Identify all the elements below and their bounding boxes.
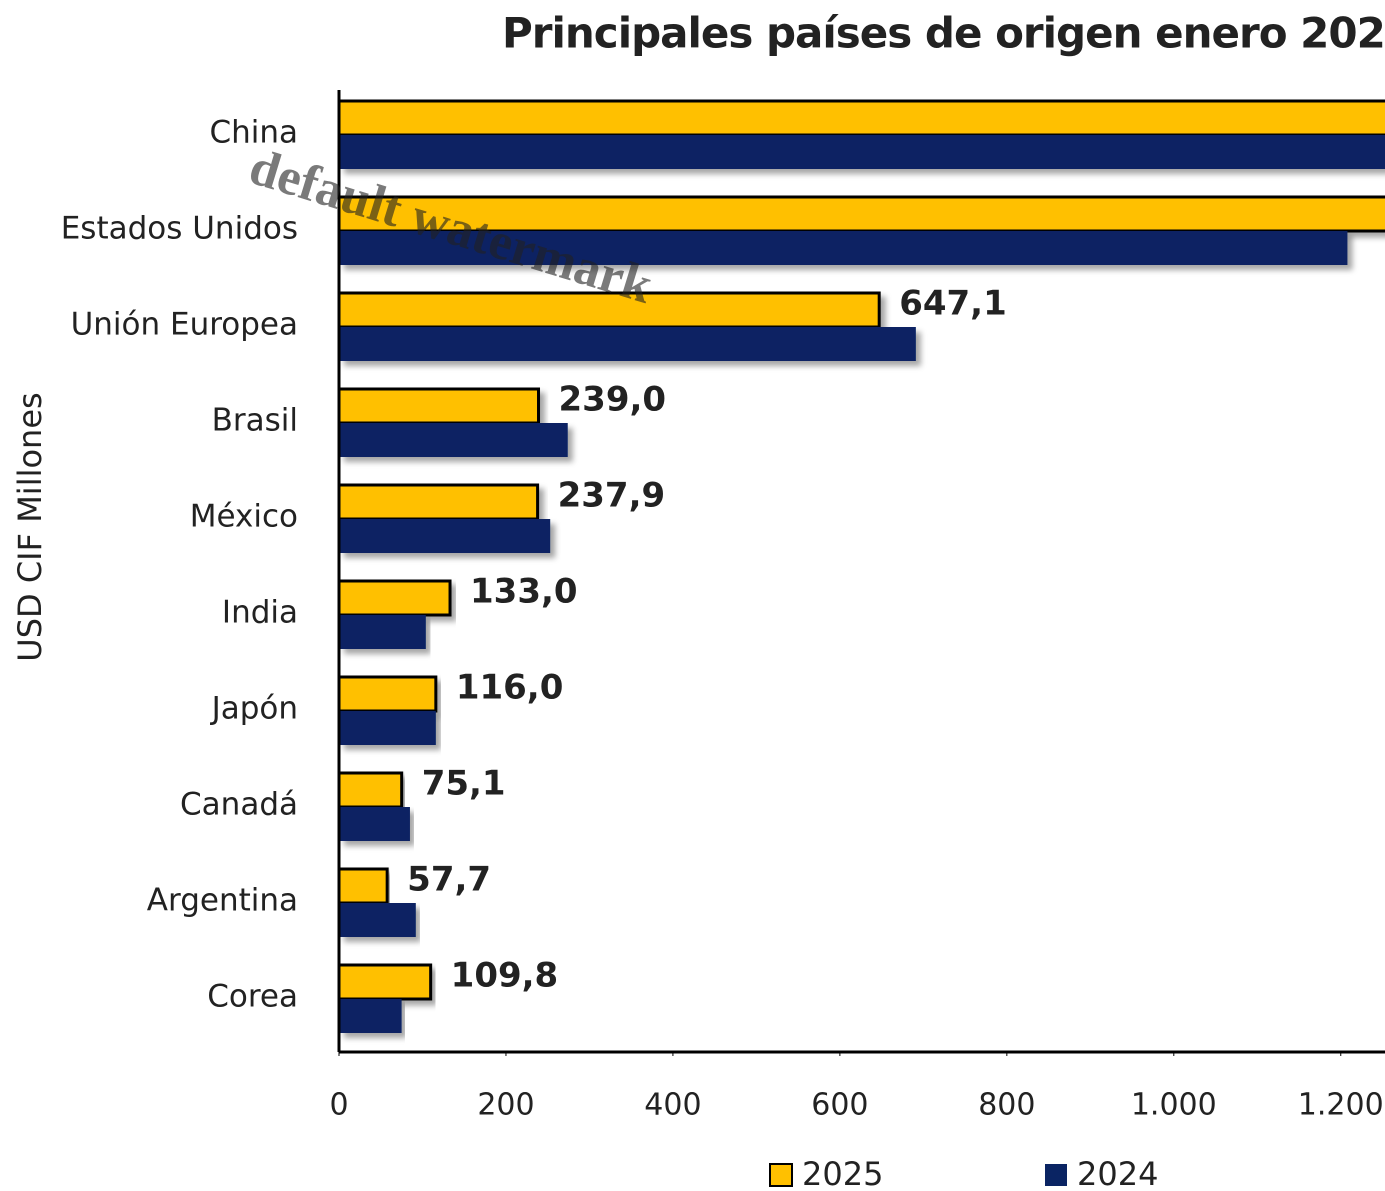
- bar: [339, 903, 416, 937]
- bar: [339, 423, 568, 457]
- bar: [339, 483, 540, 521]
- legend-label: 2024: [1077, 1155, 1158, 1191]
- bar: [339, 807, 410, 841]
- x-tick-label: 600: [811, 1088, 868, 1123]
- data-label: 75,1: [422, 764, 506, 804]
- legend-swatch: [769, 1163, 793, 1187]
- y-tick-label: Unión Europea: [71, 307, 298, 343]
- data-label: 109,8: [451, 956, 559, 996]
- data-label: 237,9: [558, 476, 666, 516]
- bar: [339, 291, 881, 329]
- chart-title: Principales países de origen enero 202: [502, 9, 1385, 58]
- bar: [339, 327, 916, 361]
- bar: [339, 195, 1385, 233]
- y-tick-label: Japón: [210, 691, 298, 727]
- data-label: 647,1: [899, 284, 1007, 324]
- bar: [339, 963, 433, 1001]
- y-tick-label: Argentina: [147, 883, 298, 919]
- bar: [339, 867, 389, 905]
- y-tick-label: India: [222, 595, 298, 631]
- data-label: 239,0: [559, 380, 667, 420]
- bar: [339, 135, 1385, 169]
- bar: [339, 771, 404, 809]
- data-label: 116,0: [456, 668, 564, 708]
- y-tick-label: Corea: [207, 979, 298, 1015]
- legend-swatch: [1045, 1164, 1067, 1186]
- y-tick-label: México: [190, 499, 298, 535]
- y-tick-label: Estados Unidos: [61, 211, 298, 247]
- x-tick-label: 1.200: [1298, 1088, 1384, 1123]
- bar: [339, 615, 426, 649]
- y-axis-label: USD CIF Millones: [11, 392, 49, 661]
- bar: [339, 99, 1385, 137]
- bar: [339, 999, 402, 1033]
- y-tick-label: China: [209, 115, 298, 151]
- y-tick-label: Brasil: [212, 403, 298, 439]
- bar: [339, 711, 436, 745]
- data-label: 133,0: [470, 572, 578, 612]
- x-tick-label: 800: [978, 1088, 1035, 1123]
- bar: [339, 519, 551, 553]
- data-label: 57,7: [407, 860, 491, 900]
- bar: [339, 675, 438, 713]
- x-tick-label: 400: [644, 1088, 701, 1123]
- bar: [339, 387, 541, 425]
- bar: [339, 579, 452, 617]
- legend-label: 2025: [802, 1155, 883, 1191]
- bar: [339, 231, 1348, 265]
- x-tick-label: 0: [329, 1088, 348, 1123]
- x-tick-label: 200: [477, 1088, 534, 1123]
- x-tick-label: 1.000: [1131, 1088, 1217, 1123]
- y-tick-label: Canadá: [180, 787, 298, 823]
